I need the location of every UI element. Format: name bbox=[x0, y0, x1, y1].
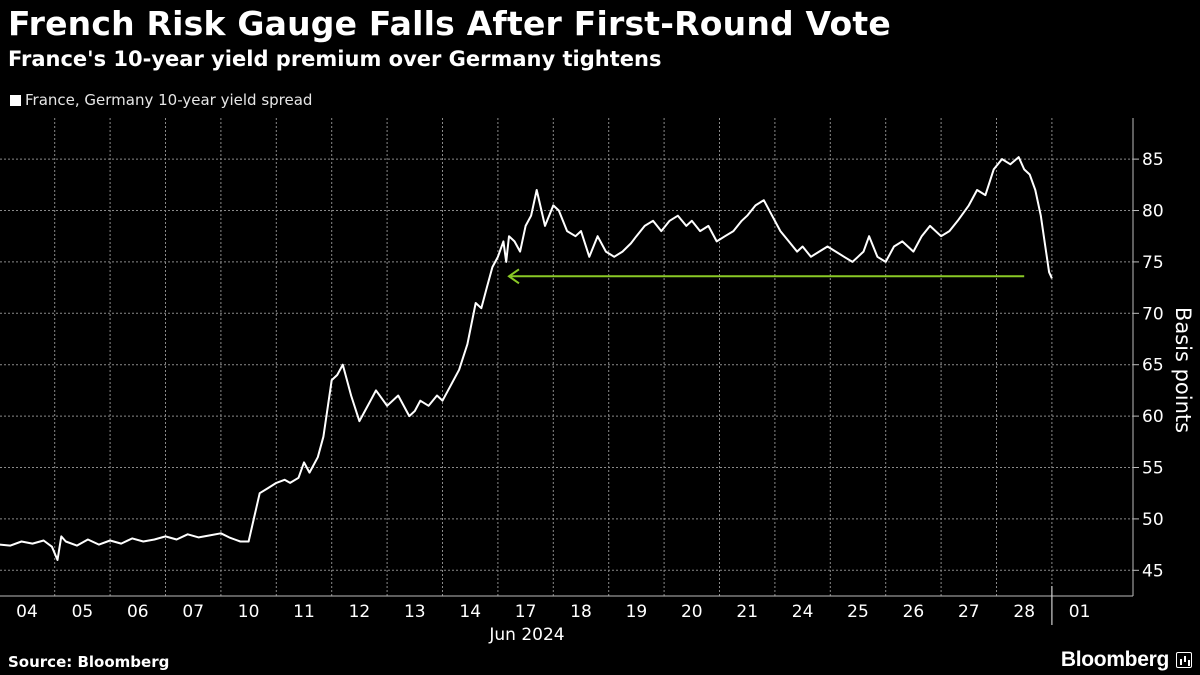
x-tick-label: 26 bbox=[903, 602, 925, 622]
x-tick-label: 04 bbox=[16, 602, 38, 622]
y-axis-title: Basis points bbox=[1171, 307, 1195, 433]
y-tick-label: 70 bbox=[1142, 304, 1164, 324]
y-tick-label: 80 bbox=[1142, 202, 1164, 222]
y-tick-label: 65 bbox=[1142, 356, 1164, 376]
chart-title: French Risk Gauge Falls After First-Roun… bbox=[8, 4, 891, 43]
x-tick-label: 28 bbox=[1013, 602, 1035, 622]
x-tick-label: 12 bbox=[349, 602, 371, 622]
x-tick-label: 25 bbox=[847, 602, 869, 622]
series-layer bbox=[0, 156, 1053, 561]
grid-lines bbox=[0, 118, 1133, 596]
x-tick-label: 11 bbox=[293, 602, 315, 622]
brand-logo: Bloomberg bbox=[1061, 648, 1192, 672]
annotation-arrow-head bbox=[507, 268, 520, 285]
y-tick-label: 85 bbox=[1142, 150, 1164, 170]
source-note: Source: Bloomberg bbox=[8, 653, 170, 671]
x-tick-label: 21 bbox=[736, 602, 758, 622]
x-tick-label: 01 bbox=[1069, 602, 1091, 622]
x-tick-label: 27 bbox=[958, 602, 980, 622]
x-tick-label: 14 bbox=[459, 602, 481, 622]
x-tick-label: 24 bbox=[792, 602, 814, 622]
x-tick-label: 20 bbox=[681, 602, 703, 622]
x-tick-label: 10 bbox=[238, 602, 260, 622]
brand-name: Bloomberg bbox=[1060, 648, 1169, 671]
legend: France, Germany 10-year yield spread bbox=[10, 91, 312, 109]
y-tick-label: 60 bbox=[1142, 407, 1164, 427]
x-tick-label: 07 bbox=[182, 602, 204, 622]
y-tick-label: 50 bbox=[1142, 510, 1164, 530]
chart-subtitle: France's 10-year yield premium over Germ… bbox=[8, 47, 662, 71]
annotation-layer bbox=[507, 268, 1025, 285]
x-tick-label: 05 bbox=[72, 602, 94, 622]
y-tick-label: 75 bbox=[1142, 253, 1164, 273]
legend-swatch bbox=[10, 94, 21, 106]
series-line-0 bbox=[0, 156, 1053, 561]
chart-icon bbox=[1176, 652, 1192, 668]
x-tick-label: 18 bbox=[570, 602, 592, 622]
x-axis-month-label: Jun 2024 bbox=[488, 625, 564, 645]
y-tick-label: 45 bbox=[1142, 561, 1164, 581]
x-axis: 04 05 06 07 10 11 12 13 14 17 18 19 20 21 24 25 26 27 28 01 bbox=[0, 586, 1133, 625]
x-tick-label: 17 bbox=[515, 602, 537, 622]
x-tick-label: 19 bbox=[626, 602, 648, 622]
legend-label: France, Germany 10-year yield spread bbox=[25, 91, 313, 109]
y-tick-label: 55 bbox=[1142, 459, 1164, 479]
x-tick-label: 13 bbox=[404, 602, 426, 622]
x-tick-label: 06 bbox=[127, 602, 149, 622]
y-axis: 45 50 55 60 65 70 75 80 85 bbox=[1132, 118, 1164, 596]
